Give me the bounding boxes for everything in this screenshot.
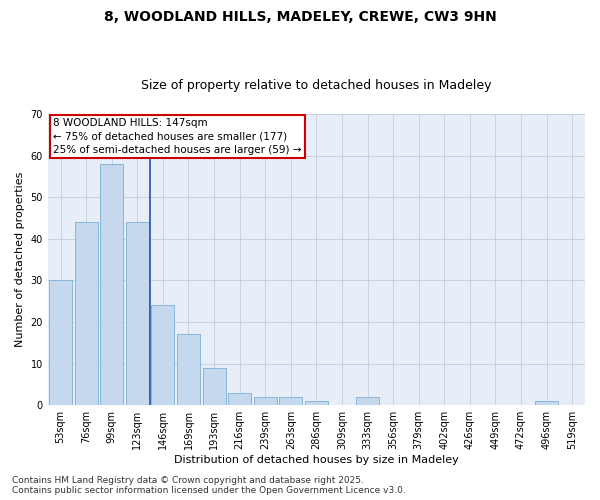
Text: Contains HM Land Registry data © Crown copyright and database right 2025.
Contai: Contains HM Land Registry data © Crown c… bbox=[12, 476, 406, 495]
Bar bbox=[305, 401, 328, 405]
Bar bbox=[151, 306, 175, 405]
Bar bbox=[74, 222, 98, 405]
Bar bbox=[535, 401, 558, 405]
Text: 8 WOODLAND HILLS: 147sqm
← 75% of detached houses are smaller (177)
25% of semi-: 8 WOODLAND HILLS: 147sqm ← 75% of detach… bbox=[53, 118, 302, 155]
Title: Size of property relative to detached houses in Madeley: Size of property relative to detached ho… bbox=[141, 79, 491, 92]
Text: 8, WOODLAND HILLS, MADELEY, CREWE, CW3 9HN: 8, WOODLAND HILLS, MADELEY, CREWE, CW3 9… bbox=[104, 10, 496, 24]
Bar bbox=[49, 280, 72, 405]
Bar bbox=[100, 164, 123, 405]
Bar bbox=[177, 334, 200, 405]
Y-axis label: Number of detached properties: Number of detached properties bbox=[15, 172, 25, 348]
Bar bbox=[228, 392, 251, 405]
Bar bbox=[254, 397, 277, 405]
X-axis label: Distribution of detached houses by size in Madeley: Distribution of detached houses by size … bbox=[174, 455, 459, 465]
Bar bbox=[280, 397, 302, 405]
Bar bbox=[356, 397, 379, 405]
Bar bbox=[203, 368, 226, 405]
Bar bbox=[126, 222, 149, 405]
